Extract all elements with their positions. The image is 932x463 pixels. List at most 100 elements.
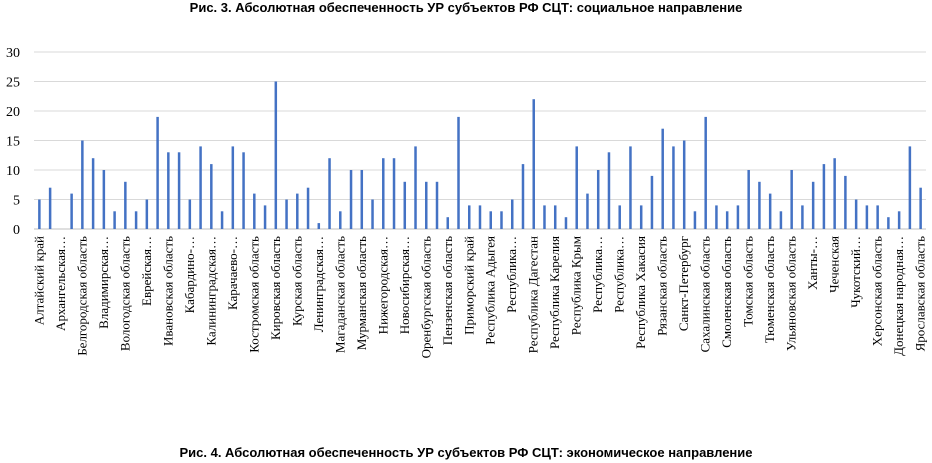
bar <box>167 152 170 229</box>
bar <box>553 205 557 229</box>
bar <box>586 193 589 229</box>
next-figure-caption: Рис. 4. Абсолютная обеспеченность УР суб… <box>179 445 753 460</box>
y-tick-label: 30 <box>6 46 20 61</box>
x-category-label: Еврейская… <box>139 236 154 306</box>
x-category-label: Карачаево-… <box>225 236 240 310</box>
bar <box>650 175 654 229</box>
y-tick-label: 25 <box>6 76 20 91</box>
x-category-label: Владимирская… <box>96 236 111 329</box>
bar <box>253 193 256 229</box>
bar <box>285 199 288 229</box>
x-category-label: Кировская область <box>268 236 283 340</box>
x-category-label: Чеченская <box>827 236 842 293</box>
bar <box>715 205 718 229</box>
bar <box>392 158 396 229</box>
bar <box>210 164 213 229</box>
bar <box>70 193 73 229</box>
bar <box>414 146 417 229</box>
bar <box>919 187 922 229</box>
bar <box>296 193 299 229</box>
bar <box>854 199 858 229</box>
bar <box>102 170 106 229</box>
bar <box>403 181 407 229</box>
bar <box>532 99 535 229</box>
bar <box>865 205 869 229</box>
x-category-label: Республика Адыгея <box>483 236 498 345</box>
x-category-label: Республика… <box>504 236 519 313</box>
bar <box>478 205 482 229</box>
x-category-label: Санкт-Петербург <box>676 236 691 331</box>
x-category-label: Мурманская область <box>354 236 369 350</box>
x-category-label: Пензенская область <box>440 236 455 345</box>
x-category-label: Ульяновская область <box>784 236 799 351</box>
x-category-label: Республика Карелия <box>547 236 562 349</box>
bar <box>134 211 138 229</box>
bar <box>758 181 761 229</box>
bar <box>833 158 836 229</box>
bar <box>188 199 192 229</box>
bar <box>801 205 804 229</box>
x-category-label: Приморский край <box>461 236 476 335</box>
bar <box>908 146 912 229</box>
x-category-label: Алтайский край <box>31 236 46 325</box>
bar <box>747 170 750 229</box>
y-tick-label: 0 <box>13 223 20 238</box>
bar <box>91 158 95 229</box>
x-category-label: Томская область <box>741 236 756 327</box>
bar <box>618 205 621 229</box>
x-category-label: Кабардино-… <box>182 236 197 313</box>
bar <box>876 205 879 229</box>
x-category-label: Новосибирская… <box>397 236 412 334</box>
x-category-label: Белгородская область <box>74 236 89 356</box>
bar <box>682 140 686 229</box>
x-category-label: Ярославская область <box>913 236 928 351</box>
bar <box>639 205 643 229</box>
bar <box>371 199 374 229</box>
bars <box>38 81 922 229</box>
bar <box>521 164 525 229</box>
x-category-label: Оренбургская область <box>418 236 433 358</box>
bar <box>564 217 568 229</box>
x-category-label: Херсонская область <box>870 236 885 346</box>
y-tick-label: 15 <box>6 135 20 150</box>
x-category-label: Чукотский… <box>848 236 863 308</box>
bar <box>629 146 632 229</box>
bar <box>607 152 611 229</box>
bar <box>510 199 514 229</box>
bar <box>38 199 41 229</box>
bar <box>704 116 707 229</box>
x-category-label: Архангельская… <box>53 236 68 331</box>
x-category-label: Костромская область <box>246 236 261 353</box>
bar <box>596 170 600 229</box>
bar <box>887 217 890 229</box>
bar <box>661 128 664 229</box>
y-tick-label: 10 <box>6 164 20 179</box>
bar <box>199 146 202 229</box>
bar <box>736 205 740 229</box>
bar <box>177 152 181 229</box>
y-tick-label: 5 <box>13 194 20 209</box>
bar <box>263 205 267 229</box>
bar <box>500 211 503 229</box>
bar <box>306 187 310 229</box>
bar <box>360 170 364 229</box>
bar <box>672 146 675 229</box>
x-category-label: Курская область <box>289 236 304 326</box>
bar <box>242 152 245 229</box>
bar <box>339 211 342 229</box>
x-axis-category-labels: Алтайский край Архангельская… Белгородская… <box>31 236 927 358</box>
x-category-label: Сахалинская область <box>698 236 713 352</box>
bar <box>897 211 901 229</box>
x-category-label: Магаданская область <box>332 236 347 353</box>
bar <box>145 199 149 229</box>
bar <box>811 181 815 229</box>
bar <box>220 211 224 229</box>
x-category-label: Тюменская область <box>762 236 777 343</box>
x-category-label: Ленинградская… <box>311 236 326 332</box>
bar <box>457 116 460 229</box>
bar <box>768 193 772 229</box>
bar <box>156 116 159 229</box>
x-category-label: Вологодская область <box>117 236 132 351</box>
x-category-label: Рязанская область <box>655 236 670 336</box>
bar <box>543 205 546 229</box>
